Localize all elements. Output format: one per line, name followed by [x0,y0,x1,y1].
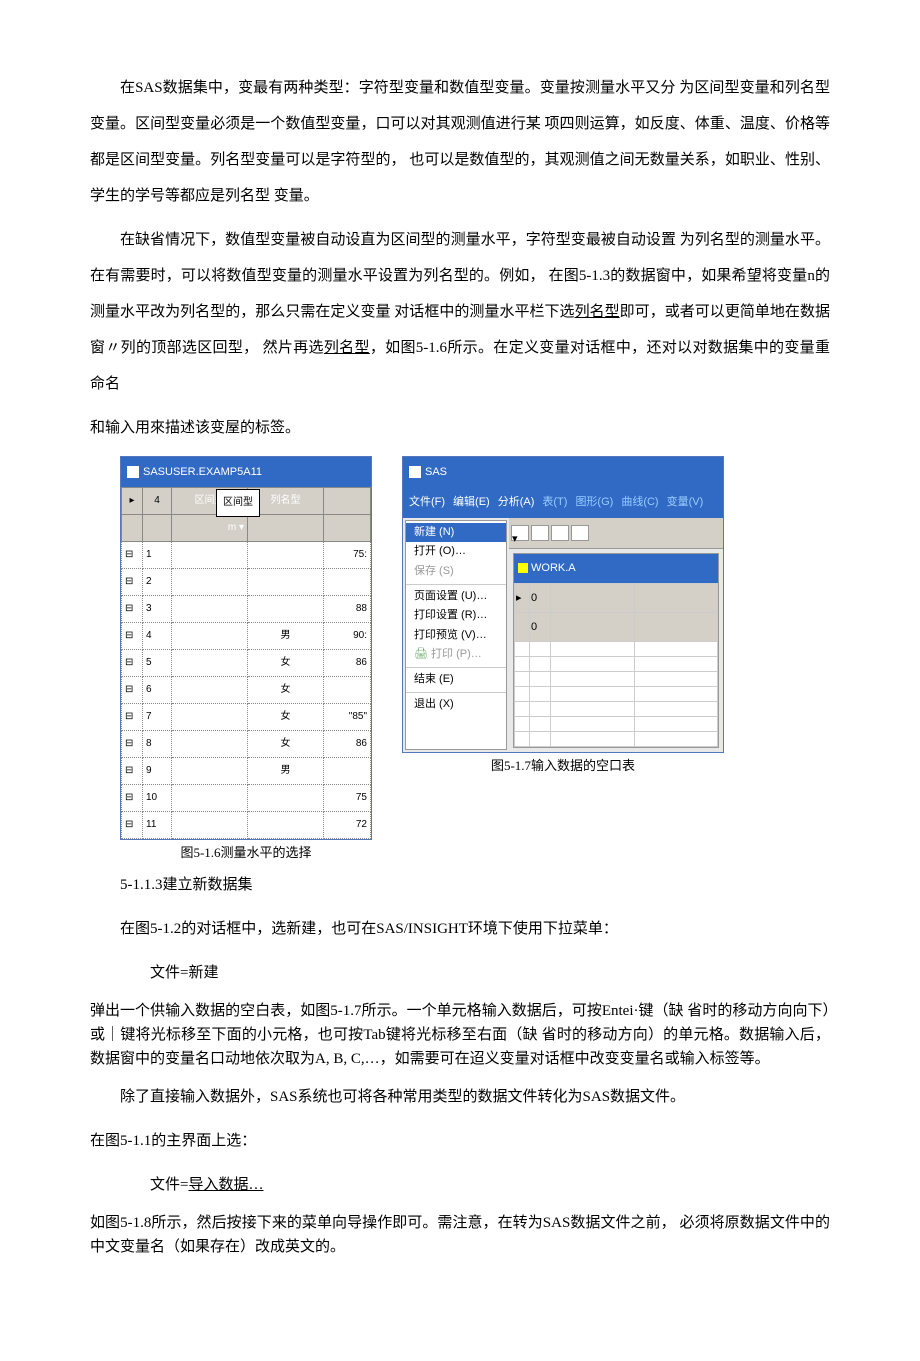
menu-print-preview[interactable]: 打印预览 (V)… [406,626,506,646]
title-text: SASUSER.EXAMP5A11 [143,466,262,478]
menu-print-setup[interactable]: 打印设置 (R)… [406,606,506,626]
paragraph-4: 在图5-1.2的对话框中，选新建，也可在SAS/INSIGHT环境下使用下拉菜单… [90,911,830,947]
figure-caption-1: 图5-1.6测量水平的选择 [120,844,372,862]
tb-btn[interactable] [551,525,569,541]
underline-2: 列名型 [324,340,370,356]
menu-page-setup[interactable]: 页面设置 (U)… [406,587,506,607]
menu-end[interactable]: 结束 (E) [406,670,506,690]
menu-edit[interactable]: 编辑(E) [453,496,490,508]
menu-new[interactable]: 新建 (N) [406,523,506,543]
dropdown-option[interactable]: 区间型 [216,489,260,517]
section-heading: 5-1.1.3建立新数据集 [120,867,830,903]
window-title: SASUSER.EXAMP5A11 [121,457,371,487]
tb-btn[interactable] [571,525,589,541]
menu-table[interactable]: 表(T) [542,496,567,508]
tb-btn[interactable]: ▾ [511,525,529,541]
paragraph-1: 在SAS数据集中，变最有两种类型：字符型变量和数值型变量。变量按测量水平又分 为… [90,70,830,214]
work-title: WORK.A [514,554,718,582]
menubar[interactable]: 文件(F) 编辑(E) 分析(A) 表(T) 图形(G) 曲线(C) 变量(V) [403,487,723,517]
window-title-2: SAS [403,457,723,487]
figure-5-1-7: SAS 文件(F) 编辑(E) 分析(A) 表(T) 图形(G) 曲线(C) 变量(V) 新… [402,456,724,776]
menu-var[interactable]: 变量(V) [667,496,704,508]
underline-1: 列名型 [575,304,620,320]
app-icon [127,466,139,478]
paragraph-3: 和输入用來描述该变屋的标签。 [90,410,830,446]
figures-row: SASUSER.EXAMP5A11 ▸4区间型列名型 m ▾ ⊟175: ⊟2 … [120,456,830,863]
menu-file[interactable]: 文件(F) [409,496,445,508]
menu-analyze[interactable]: 分析(A) [498,496,535,508]
sas-data-window: SASUSER.EXAMP5A11 ▸4区间型列名型 m ▾ ⊟175: ⊟2 … [120,456,372,840]
paragraph-2: 在缺省情况下，数值型变量被自动设直为区间型的测量水平，字符型变最被自动设置 为列… [90,222,830,402]
menu-open[interactable]: 打开 (O)… [406,542,506,562]
file-menu-dropdown[interactable]: 新建 (N) 打开 (O)… 保存 (S) 页面设置 (U)… 打印设置 (R)… [405,520,507,751]
data-grid[interactable]: ▸4区间型列名型 m ▾ ⊟175: ⊟2 ⊟388 ⊟4男90: ⊟5女86 … [121,487,371,839]
app-icon [409,466,421,478]
sas-main-window: SAS 文件(F) 编辑(E) 分析(A) 表(T) 图形(G) 曲线(C) 变量(V) 新… [402,456,724,753]
toolbar[interactable]: ▾ [509,518,723,549]
underline-3: 导入数据… [188,1177,263,1193]
p9-a: 文件= [150,1177,188,1193]
figure-caption-2: 图5-1.7输入数据的空口表 [402,757,724,775]
paragraph-8: 在图5-1.1的主界面上选： [90,1123,830,1159]
col-count[interactable]: 4 [143,488,172,515]
paragraph-5: 文件=新建 [120,955,830,991]
work-icon [518,563,528,573]
paragraph-7: 除了直接输入数据外，SAS系统也可将各种常用类型的数据文件转化为SAS数据文件。 [90,1079,830,1115]
menu-print: 🖨 打印 (P)… [406,645,506,665]
menu-exit[interactable]: 退出 (X) [406,695,506,715]
menu-curve[interactable]: 曲线(C) [621,496,658,508]
paragraph-10: 如图5-1.8所示，然后按接下来的菜单向导操作即可。需注意，在转为SAS数据文件… [90,1211,830,1259]
work-window: WORK.A ▸0 0 [513,553,719,748]
paragraph-6: 弹出一个供输入数据的空白表，如图5-1.7所示。一个单元格输入数据后，可按Ent… [90,999,830,1071]
tb-btn[interactable] [531,525,549,541]
menu-graph[interactable]: 图形(G) [575,496,613,508]
empty-grid[interactable]: ▸0 0 [514,583,718,748]
menu-save: 保存 (S) [406,562,506,582]
paragraph-9: 文件=导入数据… [120,1167,830,1203]
figure-5-1-6: SASUSER.EXAMP5A11 ▸4区间型列名型 m ▾ ⊟175: ⊟2 … [120,456,372,863]
